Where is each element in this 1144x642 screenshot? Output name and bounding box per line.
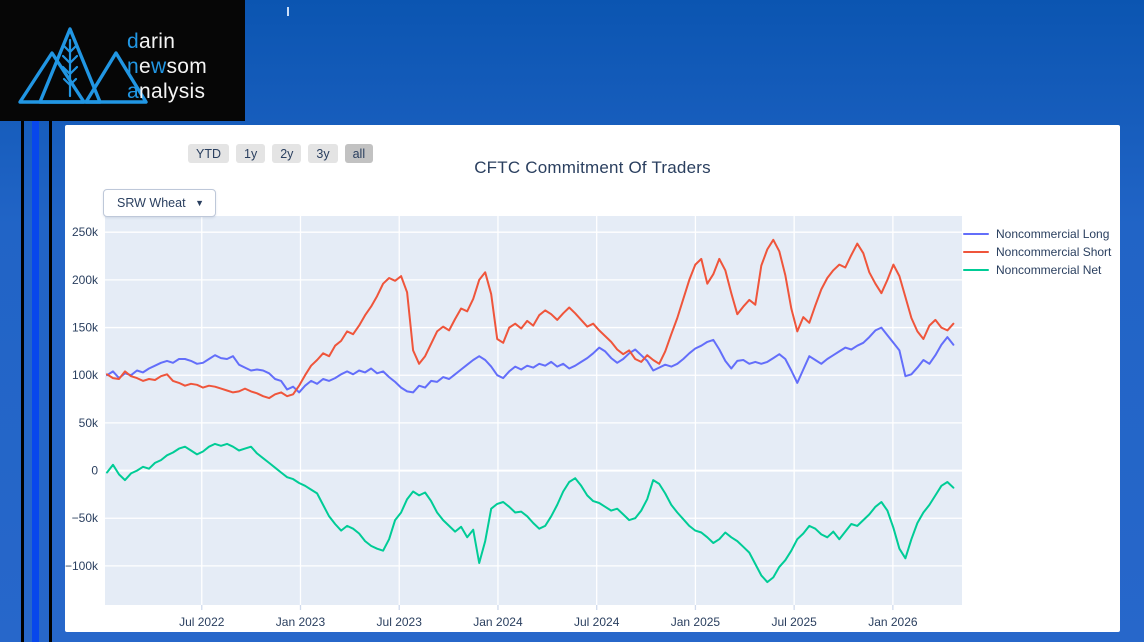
legend-item-noncommercial-short[interactable]: Noncommercial Short [963,243,1111,261]
chart-title: CFTC Commitment Of Traders [474,158,711,177]
x-axis-tick-label: Jan 2024 [473,615,523,629]
header-cursor-tick [287,7,289,16]
chevron-down-icon: ▼ [195,198,204,208]
series-line-noncommercial-net [106,442,955,584]
mountains-wheat-icon [18,27,148,104]
logo-letter-segment: arin [138,30,176,53]
x-axis-tick-label: Jan 2026 [868,615,918,629]
x-axis-tick-label: Jul 2025 [771,615,817,629]
logo-letter-segment: som [166,55,208,78]
logo-letter-segment: nalysis [138,80,206,103]
logo-letter-segment: w [150,55,167,78]
x-axis-tick-label: Jan 2023 [276,615,326,629]
logo[interactable]: darin newsom analysis [0,0,245,121]
range-button-3y[interactable]: 3y [308,144,338,163]
series-line-noncommercial-long [106,326,955,394]
logo-word-analysis: analysis [127,79,207,104]
logo-letter-segment: d [127,30,139,53]
range-selector: YTD 1y 2y 3y all [188,144,374,163]
legend-item-noncommercial-long[interactable]: Noncommercial Long [963,225,1111,243]
left-stripe-black-2 [49,118,52,642]
range-button-1y[interactable]: 1y [236,144,266,163]
left-stripe-black-1 [21,118,24,642]
legend-item-noncommercial-net[interactable]: Noncommercial Net [963,261,1111,279]
logo-word-darin: darin [127,29,207,54]
chart-panel: YTD 1y 2y 3y all CFTC Commitment Of Trad… [65,125,1120,632]
range-button-ytd[interactable]: YTD [188,144,229,163]
y-axis-tick-label: 200k [72,273,99,287]
left-stripe-bright [32,118,39,642]
y-axis-tick-label: 100k [72,368,99,382]
logo-word-newsom: newsom [127,54,207,79]
x-axis-tick-label: Jul 2024 [574,615,620,629]
legend-label: Noncommercial Short [996,245,1112,259]
y-axis-tick-label: 250k [72,225,99,239]
logo-wordmark: darin newsom analysis [127,29,207,104]
logo-letter-segment: a [127,80,139,103]
plot-canvas[interactable]: 250k 200k 150k 100k 50k 0 −50k −100k Jul 2022 Jan… [65,125,1120,632]
y-axis-tick-label: 0 [91,464,98,478]
y-axis-tick-label: −100k [65,559,99,573]
y-axis-tick-label: 50k [79,416,99,430]
commodity-dropdown-value: SRW Wheat [117,196,186,210]
y-axis-tick-label: −50k [72,511,99,525]
x-axis-tick-label: Jan 2025 [671,615,721,629]
x-axis-tick-label: Jul 2022 [179,615,225,629]
range-button-2y[interactable]: 2y [272,144,302,163]
legend-line-swatch [963,268,989,272]
legend-label: Noncommercial Long [996,227,1110,241]
y-axis-tick-label: 150k [72,321,99,335]
logo-letter-segment: n [127,55,139,78]
plot-area[interactable] [105,216,962,605]
legend-line-swatch [963,232,989,236]
commodity-dropdown[interactable]: SRW Wheat ▼ [103,189,216,217]
series-line-noncommercial-short [106,238,955,400]
legend-label: Noncommercial Net [996,263,1102,277]
logo-letter-segment: e [138,55,151,78]
x-axis-tick-label: Jul 2023 [377,615,423,629]
legend-line-swatch [963,250,989,254]
legend: Noncommercial Long Noncommercial Short N… [963,225,1111,279]
range-button-all[interactable]: all [344,144,374,163]
